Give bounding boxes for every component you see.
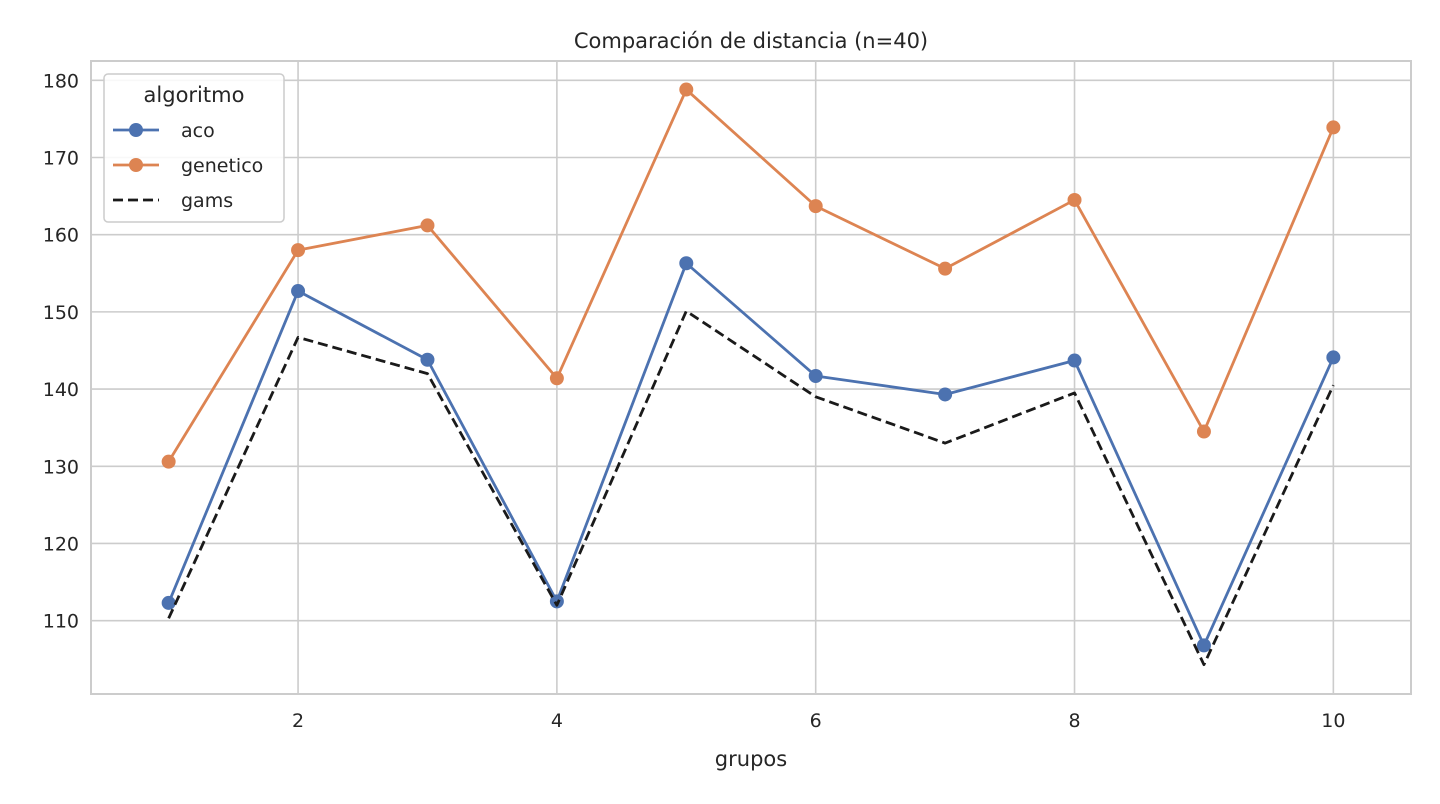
data-point-genetico: [420, 218, 435, 233]
series-layer: [161, 82, 1341, 667]
legend-entry-gams: gams: [113, 190, 233, 212]
legend-box: [103, 73, 285, 223]
series-gams: [167, 309, 1335, 667]
y-tick-label: 170: [43, 147, 79, 169]
y-tick-label: 180: [43, 70, 79, 92]
x-tick-label: 6: [810, 710, 822, 732]
data-point-genetico: [1196, 424, 1211, 439]
data-point-aco: [1067, 353, 1082, 368]
y-tick-label: 120: [43, 533, 79, 555]
data-point-aco: [808, 368, 823, 383]
data-point-genetico: [808, 199, 823, 214]
legend-title: algoritmo: [144, 83, 245, 107]
data-point-aco: [1326, 350, 1341, 365]
x-tick-label: 10: [1321, 710, 1345, 732]
y-tick-label: 110: [43, 611, 79, 633]
chart-title: Comparación de distancia (n=40): [574, 29, 928, 53]
data-point-aco: [1196, 638, 1211, 653]
x-tick-label: 4: [551, 710, 563, 732]
data-point-aco: [420, 352, 435, 367]
tick-labels: 110 120 130 140 150 160 170 180 2 4 6 8 10: [43, 70, 1346, 732]
x-axis-label: grupos: [715, 747, 787, 771]
y-tick-label: 130: [43, 456, 79, 478]
data-point-genetico: [161, 454, 176, 469]
y-tick-label: 140: [43, 379, 79, 401]
series-line-gams: [167, 309, 1335, 667]
data-point-aco: [679, 256, 694, 271]
x-tick-label: 8: [1068, 710, 1080, 732]
data-point-aco: [161, 595, 176, 610]
legend-entry-aco: aco: [113, 120, 215, 142]
data-point-genetico: [1067, 192, 1082, 207]
data-point-aco: [549, 594, 564, 609]
data-point-genetico: [1326, 120, 1341, 135]
grid: [91, 61, 1411, 694]
data-point-aco: [938, 387, 953, 402]
legend-label: aco: [181, 120, 215, 142]
legend-swatch-marker: [129, 123, 143, 137]
series-genetico: [161, 82, 1341, 469]
series-aco: [161, 256, 1341, 653]
legend-swatch-marker: [129, 158, 143, 172]
legend-entries: aco genetico gams: [113, 120, 263, 212]
legend-entry-genetico: genetico: [113, 155, 263, 177]
plot-frame: [90, 60, 1412, 695]
series-line-genetico: [167, 88, 1335, 463]
data-point-aco: [291, 284, 306, 299]
series-line-aco: [167, 261, 1335, 647]
y-tick-label: 150: [43, 302, 79, 324]
y-tick-label: 160: [43, 225, 79, 247]
legend-label: gams: [181, 190, 233, 212]
legend: algoritmo aco genetico gams: [103, 73, 285, 223]
data-point-genetico: [291, 243, 306, 258]
x-tick-label: 2: [292, 710, 304, 732]
legend-label: genetico: [181, 155, 263, 177]
data-point-genetico: [549, 371, 564, 386]
data-point-genetico: [938, 261, 953, 276]
data-point-genetico: [679, 82, 694, 97]
